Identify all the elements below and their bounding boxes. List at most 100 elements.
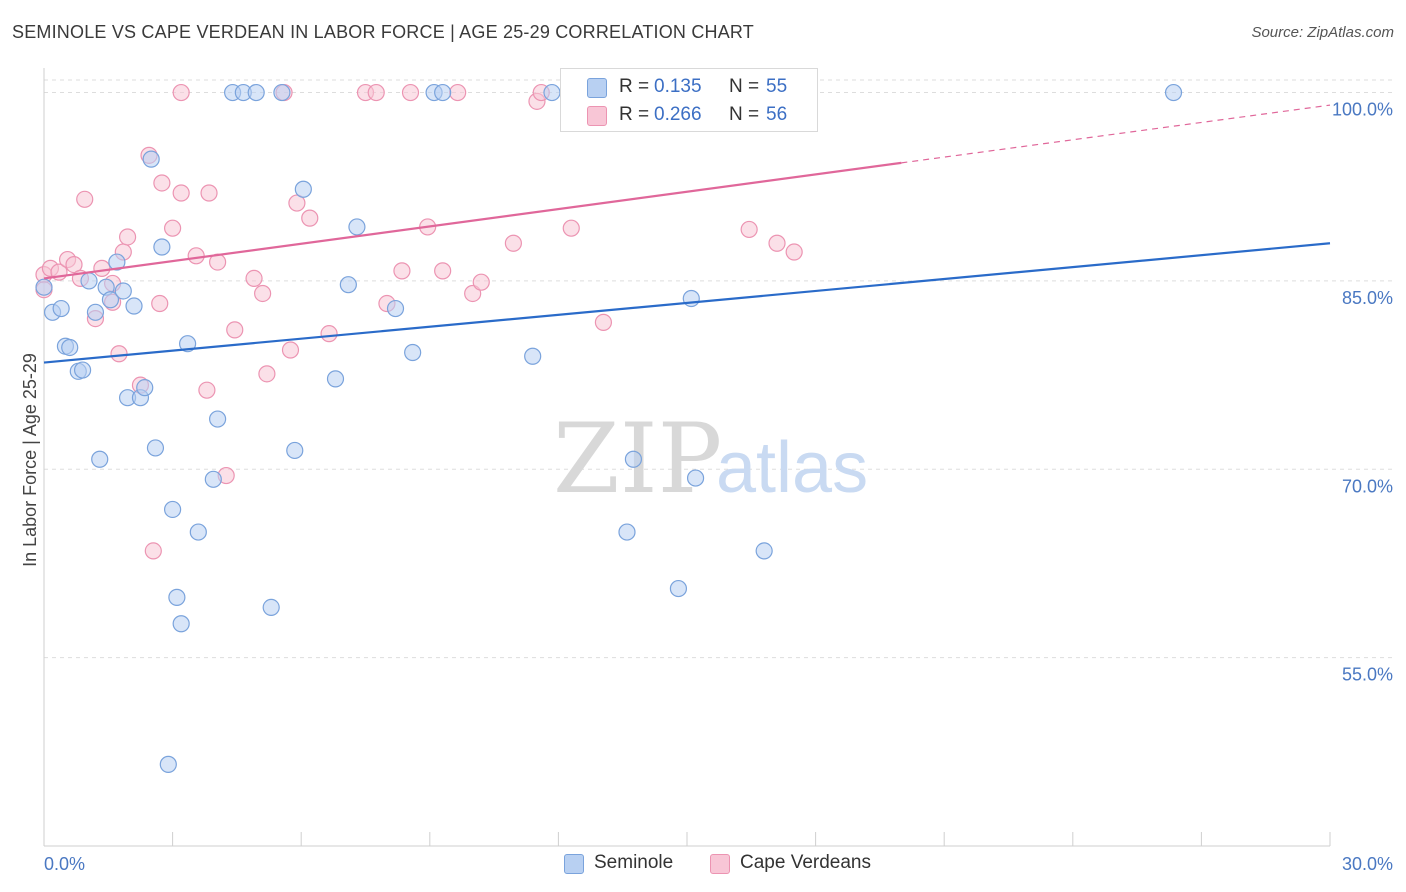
legend-r-value: 0.135: [654, 76, 702, 97]
y-tick-label: 100.0%: [1332, 100, 1393, 120]
seminole-point: [1164, 83, 1183, 102]
cape-point: [76, 190, 94, 208]
source-label: Source: ZipAtlas.com: [1251, 24, 1394, 41]
cape-point: [65, 255, 83, 274]
chart-title: SEMINOLE VS CAPE VERDEAN IN LABOR FORCE …: [12, 22, 754, 42]
cape-point: [151, 294, 169, 313]
cape-point: [785, 243, 803, 261]
cape-point: [187, 247, 205, 265]
seminole-point: [52, 299, 70, 318]
x-tick-marks: [43, 832, 1331, 846]
watermark: ZIP atlas: [553, 403, 868, 515]
y-tick-label: 55.0%: [1342, 665, 1393, 685]
seminole-point: [247, 83, 265, 102]
cape-point: [245, 269, 263, 288]
seminole-point: [172, 615, 190, 633]
seminole-point: [189, 523, 207, 541]
seminole-point: [286, 441, 304, 460]
seminole-point: [86, 303, 105, 321]
seminole-point: [339, 276, 357, 294]
cape-point: [768, 234, 786, 252]
cape-point: [464, 284, 482, 303]
cape-point: [198, 381, 216, 399]
legend-n-value: 55: [766, 76, 788, 97]
legend-row-seminole: R = 0.135 N = 55: [561, 73, 817, 101]
cape-point: [367, 83, 385, 102]
seminole-point: [142, 150, 160, 168]
cape-point: [172, 83, 190, 102]
y-axis-label: In Labor Force | Age 25-29: [20, 353, 40, 567]
y-tick-label: 70.0%: [1342, 476, 1393, 496]
seminole-point: [434, 83, 452, 102]
seminole-point: [80, 272, 98, 290]
cape-point: [93, 259, 111, 277]
seminole-point: [618, 523, 636, 541]
seminole-point: [209, 410, 227, 428]
cape-point: [320, 325, 338, 343]
seminole-point: [168, 588, 186, 606]
legend-swatch-seminole: [587, 78, 607, 98]
legend-swatch-cape: [587, 106, 607, 126]
cape-point: [740, 220, 758, 239]
seminole-point: [136, 379, 154, 397]
cape-point: [118, 228, 137, 246]
legend-label-seminole: Seminole: [594, 852, 674, 873]
cape-point: [301, 209, 319, 227]
seminole-point: [386, 299, 405, 318]
watermark-atlas: atlas: [716, 428, 868, 508]
seminole-point: [543, 83, 561, 102]
cape-point: [504, 234, 522, 252]
cape-point: [110, 345, 128, 363]
seminole-point: [146, 439, 165, 457]
x-tick-label-max: 30.0%: [1342, 854, 1393, 874]
seminole-point: [524, 347, 542, 365]
cape-point: [472, 273, 490, 291]
legend-swatch-cape: [710, 854, 730, 874]
seminole-points: [35, 83, 1183, 773]
cape-point: [254, 284, 272, 303]
y-tick-label: 85.0%: [1342, 288, 1393, 308]
cape-point: [200, 184, 218, 202]
seminole-point: [404, 343, 422, 362]
cape-point: [393, 262, 411, 280]
seminole-point: [294, 180, 312, 198]
cape-point: [562, 219, 580, 237]
legend-row-cape: R = 0.266 N = 56: [561, 101, 817, 129]
cape-point: [594, 313, 613, 331]
stats-legend: R = 0.135 N = 55 R = 0.266 N = 56: [560, 68, 818, 132]
cape-point: [288, 194, 306, 212]
legend-r-label: R =: [619, 104, 650, 125]
cape-point: [153, 174, 171, 192]
seminole-point: [35, 278, 53, 296]
seminole-point: [686, 469, 705, 487]
legend-swatch-seminole: [564, 854, 584, 874]
seminole-point: [755, 542, 773, 560]
cape-point: [281, 341, 300, 359]
cape-point: [434, 262, 452, 280]
cape-point: [258, 365, 276, 383]
cape-trend-line-dashed: [901, 104, 1331, 164]
legend-r-value: 0.266: [654, 104, 702, 125]
legend-n-label: N =: [729, 104, 760, 125]
x-tick-label-min: 0.0%: [44, 854, 85, 874]
cape-point: [401, 83, 420, 102]
seminole-point: [114, 282, 132, 300]
cape-point: [226, 321, 244, 339]
seminole-point: [348, 218, 366, 236]
seminole-point: [262, 598, 280, 617]
axes: [43, 68, 1331, 847]
seminole-point: [179, 335, 197, 353]
seminole-point: [204, 470, 222, 488]
seminole-point: [326, 370, 345, 388]
seminole-point: [164, 500, 182, 519]
seminole-point: [273, 83, 291, 102]
legend-n-value: 56: [766, 104, 788, 125]
seminole-trend-line: [43, 242, 1331, 364]
seminole-point: [108, 253, 126, 271]
seminole-point: [159, 755, 177, 773]
trend-lines: [43, 104, 1331, 364]
seminole-point: [91, 450, 109, 468]
series-legend: Seminole Cape Verdeans: [0, 852, 1406, 878]
legend-r-label: R =: [619, 76, 650, 97]
